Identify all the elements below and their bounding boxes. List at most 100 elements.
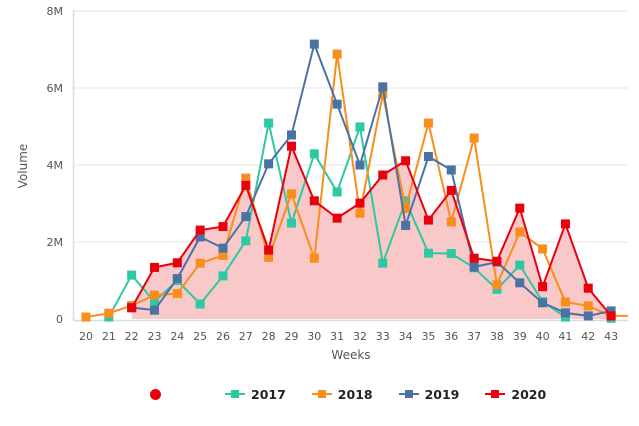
data-point-2020-w28[interactable] — [264, 245, 274, 255]
x-tick-label: 34 — [399, 330, 413, 343]
data-point-2017-w22[interactable] — [127, 270, 137, 280]
data-point-2018-w35[interactable] — [423, 118, 433, 128]
data-point-2020-w38[interactable] — [492, 256, 502, 266]
data-point-2020-w35[interactable] — [423, 215, 433, 225]
data-point-2019-w39[interactable] — [515, 278, 525, 288]
data-point-2019-w41[interactable] — [560, 308, 570, 318]
data-point-2018-w41[interactable] — [560, 297, 570, 307]
y-tick-label: 0 — [56, 313, 63, 326]
data-point-2017-w39[interactable] — [515, 260, 525, 270]
data-point-2019-w32[interactable] — [355, 160, 365, 170]
data-point-2019-w27[interactable] — [241, 212, 251, 222]
data-point-2020-w37[interactable] — [469, 253, 479, 263]
data-point-2018-w40[interactable] — [538, 244, 548, 254]
data-point-2018-w23[interactable] — [149, 290, 159, 300]
data-point-2017-w29[interactable] — [286, 218, 296, 228]
series-layer — [81, 39, 629, 323]
data-point-2017-w23[interactable] — [149, 297, 159, 307]
data-point-2019-w34[interactable] — [401, 220, 411, 230]
data-point-2017-w35[interactable] — [423, 248, 433, 258]
data-point-2017-w25[interactable] — [195, 299, 205, 309]
data-point-2017-w31[interactable] — [332, 187, 342, 197]
data-point-2020-w40[interactable] — [538, 282, 548, 292]
data-point-2018-w37[interactable] — [469, 133, 479, 143]
legend-item-area[interactable] — [150, 388, 199, 400]
data-point-2020-w24[interactable] — [172, 258, 182, 268]
data-point-2018-w42[interactable] — [583, 301, 593, 311]
data-point-2018-w34[interactable] — [401, 204, 411, 214]
data-point-2018-w36[interactable] — [446, 217, 456, 227]
data-point-2018-w25[interactable] — [195, 258, 205, 268]
legend-item-2018[interactable]: 2018 — [311, 386, 373, 402]
data-point-2019-w31[interactable] — [332, 99, 342, 109]
series-2019 — [127, 39, 616, 321]
legend-label-2018: 2018 — [337, 386, 373, 402]
data-point-2018-w26[interactable] — [218, 250, 228, 260]
data-point-2020-w29[interactable] — [286, 141, 296, 151]
data-point-2020-w34[interactable] — [401, 156, 411, 166]
data-point-2020-w43[interactable] — [606, 311, 616, 321]
data-point-2017-w33[interactable] — [378, 258, 388, 268]
data-point-2019-w25[interactable] — [195, 232, 205, 242]
legend-label-2019: 2019 — [424, 386, 460, 402]
data-point-2019-w24[interactable] — [172, 274, 182, 284]
data-point-2019-w37[interactable] — [469, 262, 479, 272]
data-point-2019-w30[interactable] — [309, 39, 319, 49]
data-point-2017-w28[interactable] — [264, 118, 274, 128]
data-point-2017-w30[interactable] — [309, 149, 319, 159]
data-point-2017-w34[interactable] — [401, 196, 411, 206]
data-point-2019-w23[interactable] — [149, 305, 159, 315]
legend-line-square-icon — [485, 389, 506, 399]
data-point-2018-w28[interactable] — [264, 252, 274, 262]
data-point-2018-w38[interactable] — [492, 280, 502, 290]
legend-item-2017[interactable]: 2017 — [225, 387, 286, 402]
data-point-2019-w40[interactable] — [538, 298, 548, 308]
data-point-2020-w22[interactable] — [127, 303, 137, 313]
x-tick-label: 42 — [581, 330, 595, 343]
data-point-2019-w29[interactable] — [286, 130, 296, 140]
data-point-2017-w27[interactable] — [241, 236, 251, 246]
series-line-2019 — [131, 43, 612, 317]
x-tick-label: 20 — [79, 330, 93, 343]
data-point-2020-w30[interactable] — [309, 196, 319, 206]
x-tick-label: 29 — [284, 330, 298, 343]
data-point-2020-w42[interactable] — [583, 283, 593, 293]
data-point-2018-w29[interactable] — [286, 189, 296, 199]
data-point-2020-w31[interactable] — [332, 213, 342, 223]
data-point-2020-w23[interactable] — [149, 262, 159, 272]
data-point-2018-w21[interactable] — [104, 308, 114, 318]
data-point-2017-w38[interactable] — [492, 284, 502, 294]
data-point-2018-w24[interactable] — [172, 289, 182, 299]
y-tick-label: 4M — [47, 159, 64, 172]
data-point-2020-w25[interactable] — [195, 225, 205, 235]
legend-item-2020[interactable]: 2020 — [485, 387, 546, 402]
data-point-2017-w32[interactable] — [355, 122, 365, 132]
data-point-2018-w31[interactable] — [332, 49, 342, 59]
data-point-2019-w28[interactable] — [264, 159, 274, 169]
data-point-2019-w42[interactable] — [583, 311, 593, 321]
data-point-2019-w43[interactable] — [606, 306, 616, 316]
data-point-2017-w36[interactable] — [446, 249, 456, 259]
legend-item-2019[interactable]: 2019 — [398, 386, 460, 402]
data-point-2017-w26[interactable] — [218, 271, 228, 281]
data-point-2019-w26[interactable] — [218, 243, 228, 253]
data-point-2018-w33[interactable] — [378, 89, 388, 99]
data-point-2020-w33[interactable] — [378, 170, 388, 180]
data-point-2018-w27[interactable] — [241, 173, 251, 183]
x-tick-label: 40 — [536, 330, 550, 343]
data-point-2020-w27[interactable] — [241, 180, 251, 190]
data-point-2019-w35[interactable] — [423, 152, 433, 162]
data-point-2020-w26[interactable] — [218, 222, 228, 232]
data-point-2019-w33[interactable] — [378, 82, 388, 92]
data-point-2020-w36[interactable] — [446, 185, 456, 195]
data-point-2020-w32[interactable] — [355, 198, 365, 208]
data-point-2018-w30[interactable] — [309, 253, 319, 263]
data-point-2020-w39[interactable] — [515, 203, 525, 213]
y-axis-title: Volume — [16, 144, 30, 189]
x-tick-label: 33 — [376, 330, 390, 343]
data-point-2018-w32[interactable] — [355, 208, 365, 218]
data-point-2018-w20[interactable] — [81, 312, 91, 322]
data-point-2019-w36[interactable] — [446, 165, 456, 175]
data-point-2020-w41[interactable] — [560, 219, 570, 229]
data-point-2018-w39[interactable] — [515, 227, 525, 237]
